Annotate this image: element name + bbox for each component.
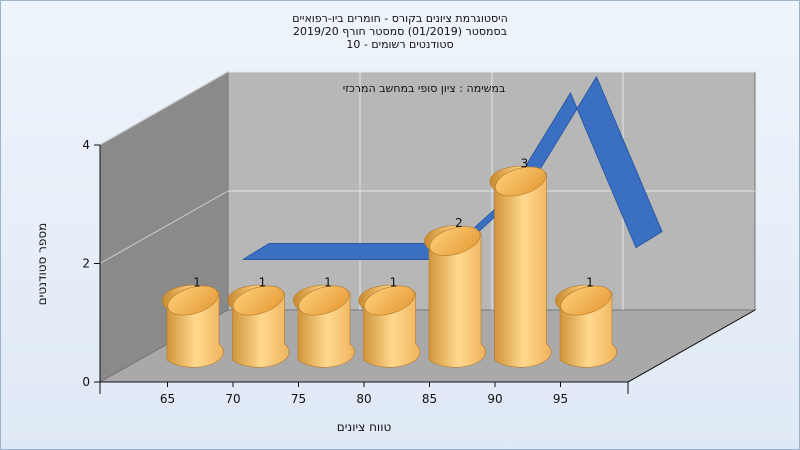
x-axis-label: טווח ציונים [337,420,392,434]
x-tick-label: 95 [553,392,568,406]
x-tick-label: 85 [422,392,437,406]
bar-series [162,165,617,368]
bar [358,284,421,368]
bar-value-label: 1 [193,276,201,290]
gridline-side [99,190,229,264]
chart-title-line-3: סטודנטים רשומים - 10 [346,38,454,51]
y-axis-label: מספר סטודנטים [35,223,49,306]
bar [162,284,224,368]
bar-top [495,166,546,197]
bar-value-label: 1 [259,276,267,290]
gridline-side [99,71,229,146]
bar-top [298,285,350,316]
bar-top [167,285,219,316]
x-tick-label: 65 [160,392,175,406]
x-tick-label: 70 [225,392,240,406]
y-tick-label: 2 [82,257,90,271]
bar [555,284,617,368]
y-tick-label: 4 [82,138,90,152]
x-tick-label: 75 [291,392,306,406]
x-tick-label: 80 [356,392,371,406]
ribbon-area [242,76,663,260]
gridlines [99,71,755,310]
bar-value-label: 1 [390,276,398,290]
bar-top [429,226,481,256]
bar-value-label: 2 [455,216,463,230]
chart-title-line-1: היסטוגרמת ציונים בקורס - חומרים ביו-רפוא… [292,12,508,25]
bar [293,284,355,368]
bar [424,225,486,368]
x-tick-label: 90 [487,392,502,406]
tick-labels: 0 2 4 65 70 75 80 85 90 95 [82,138,629,406]
bar-value-label: 1 [324,276,332,290]
bar-body [489,165,552,368]
bar-top [560,285,612,316]
bar-value-label: 1 [586,276,594,290]
bar [227,284,290,368]
data-labels: 1 1 1 1 2 3 1 [193,157,594,290]
chart-title-line-2: בסמסטר (01/2019) סמסטר חורף 2019/20 [293,25,507,38]
bar-body [424,225,486,368]
chart-subtitle: במשימה : ציון סופי במחשב המרכזי [343,82,506,95]
ribbon-series [242,76,663,260]
y-tick-label: 0 [82,375,90,389]
bar-top [233,285,284,316]
bar-value-label: 3 [521,157,529,171]
x-axis-depth-line [627,309,756,383]
bar-top [364,285,415,316]
bar [489,165,552,368]
